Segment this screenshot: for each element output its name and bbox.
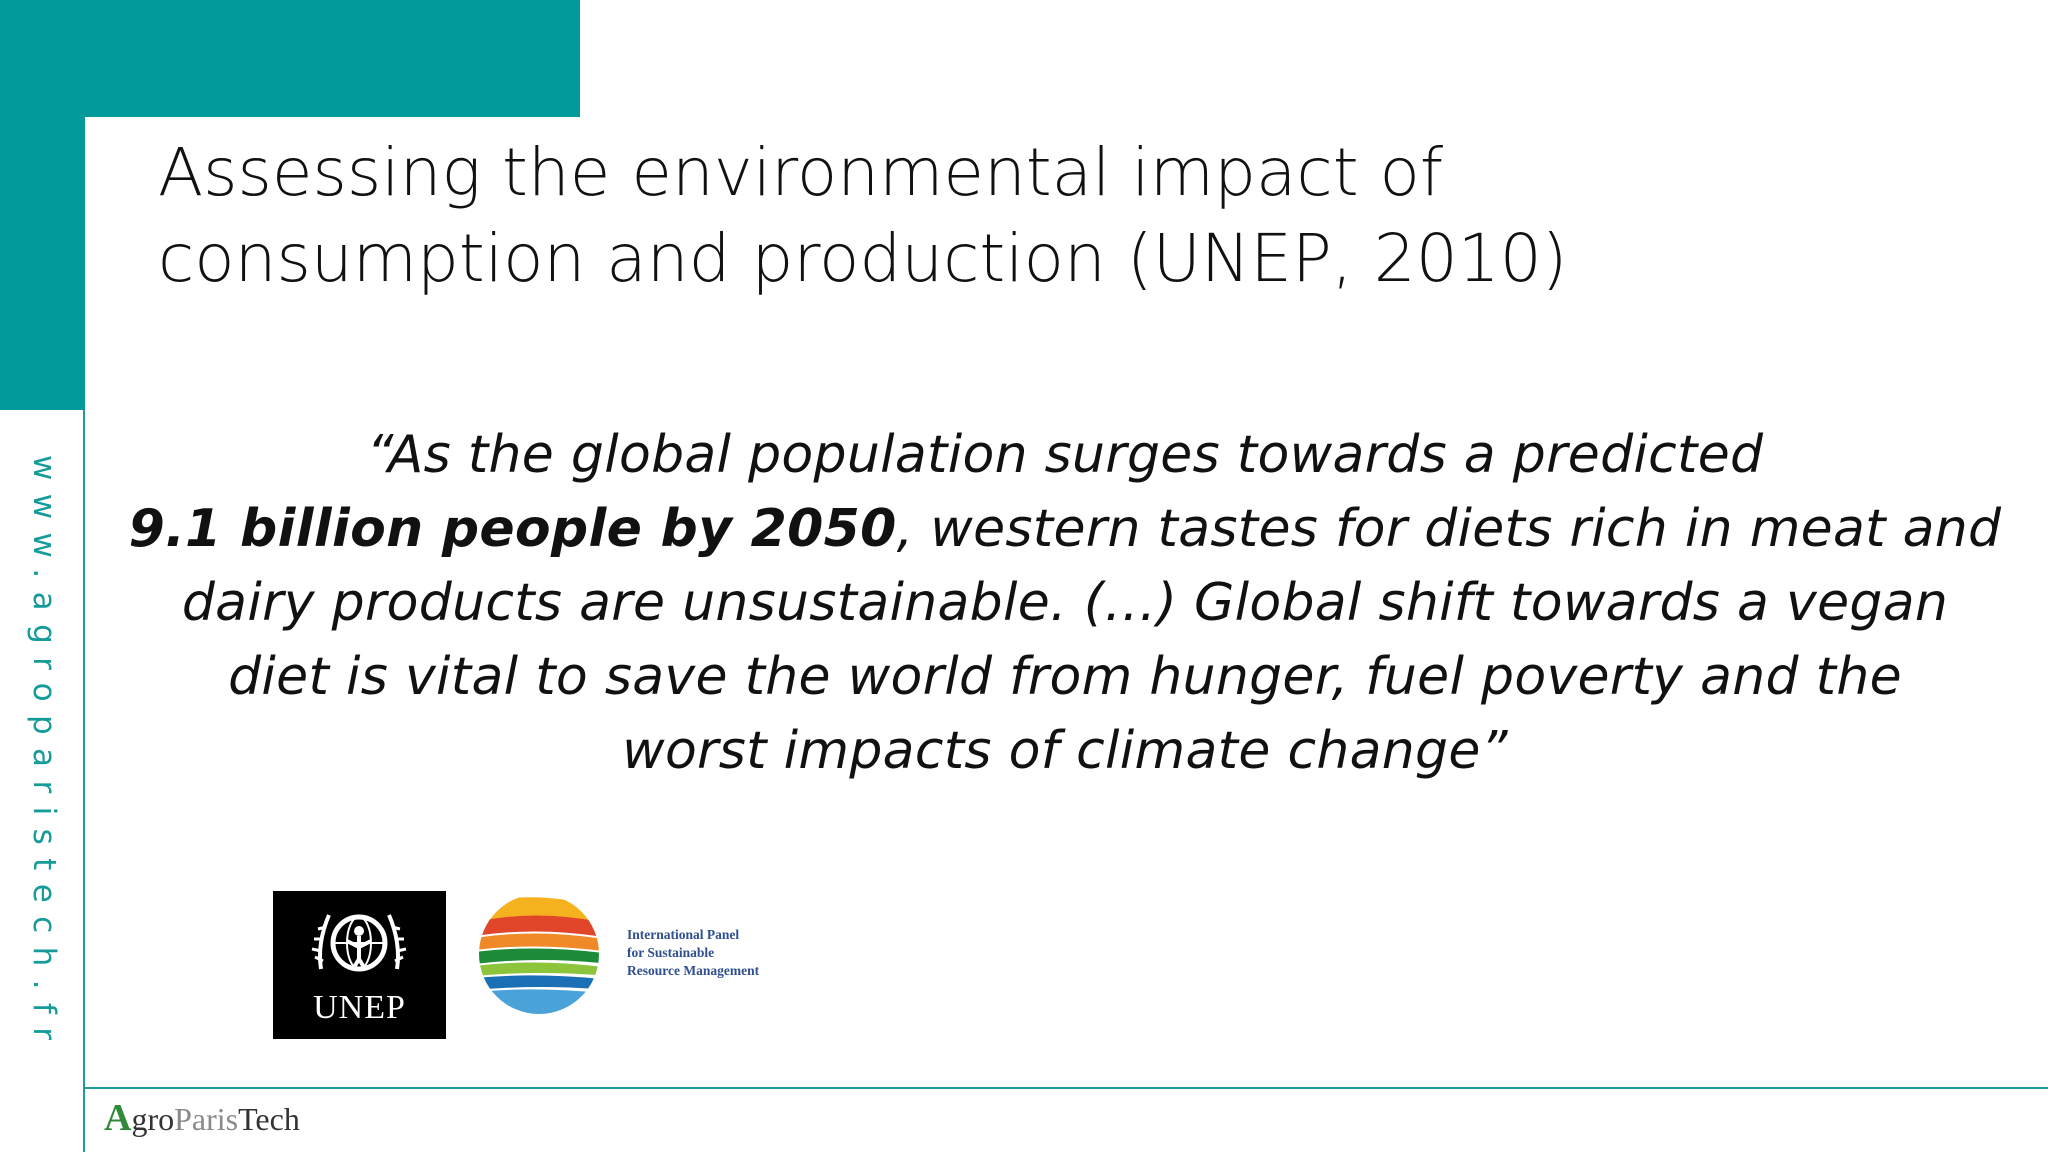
irp-logo-icon xyxy=(479,894,599,1014)
irp-line-3: Resource Management xyxy=(627,963,760,978)
title-line-1: Assessing the environmental impact of xyxy=(158,134,1444,211)
quote-line-2: 9.1 billion people by 2050, western tast… xyxy=(120,492,2010,566)
quote-line-5: worst impacts of climate change” xyxy=(622,721,1508,781)
quote-highlight: 9.1 billion people by 2050 xyxy=(128,499,897,559)
unep-label: UNEP xyxy=(313,989,406,1026)
apt-tech: Tech xyxy=(238,1101,300,1137)
apt-a: A xyxy=(104,1097,132,1139)
irp-line-2: for Sustainable xyxy=(627,945,715,960)
teal-accent-top xyxy=(0,0,580,117)
quote-block: “As the global population surges towards… xyxy=(120,418,2010,788)
quote-line-1: “As the global population surges towards… xyxy=(366,425,1764,485)
title-line-2: consumption and production (UNEP, 2010) xyxy=(158,220,1568,297)
footer-divider xyxy=(83,1087,2048,1089)
quote-line-3: dairy products are unsustainable. (…) Gl… xyxy=(181,573,1949,633)
apt-paris: Paris xyxy=(174,1101,239,1137)
unep-emblem-icon xyxy=(311,914,407,972)
apt-gro: gro xyxy=(131,1101,175,1137)
slide-title: Assessing the environmental impact of co… xyxy=(158,130,1858,302)
agroparistech-logo: AgroParisTech xyxy=(104,1096,300,1140)
teal-accent-left xyxy=(0,117,85,410)
side-url: www.agroparistech.fr xyxy=(26,455,62,1054)
irp-label: International Panel for Sustainable Reso… xyxy=(627,926,759,980)
irp-line-1: International Panel xyxy=(627,927,740,942)
quote-line-4: diet is vital to save the world from hun… xyxy=(228,647,1902,707)
quote-line-2-rest: , western tastes for diets rich in meat … xyxy=(896,499,2002,559)
vertical-divider xyxy=(83,410,85,1152)
unep-logo: UNEP xyxy=(273,891,446,1039)
